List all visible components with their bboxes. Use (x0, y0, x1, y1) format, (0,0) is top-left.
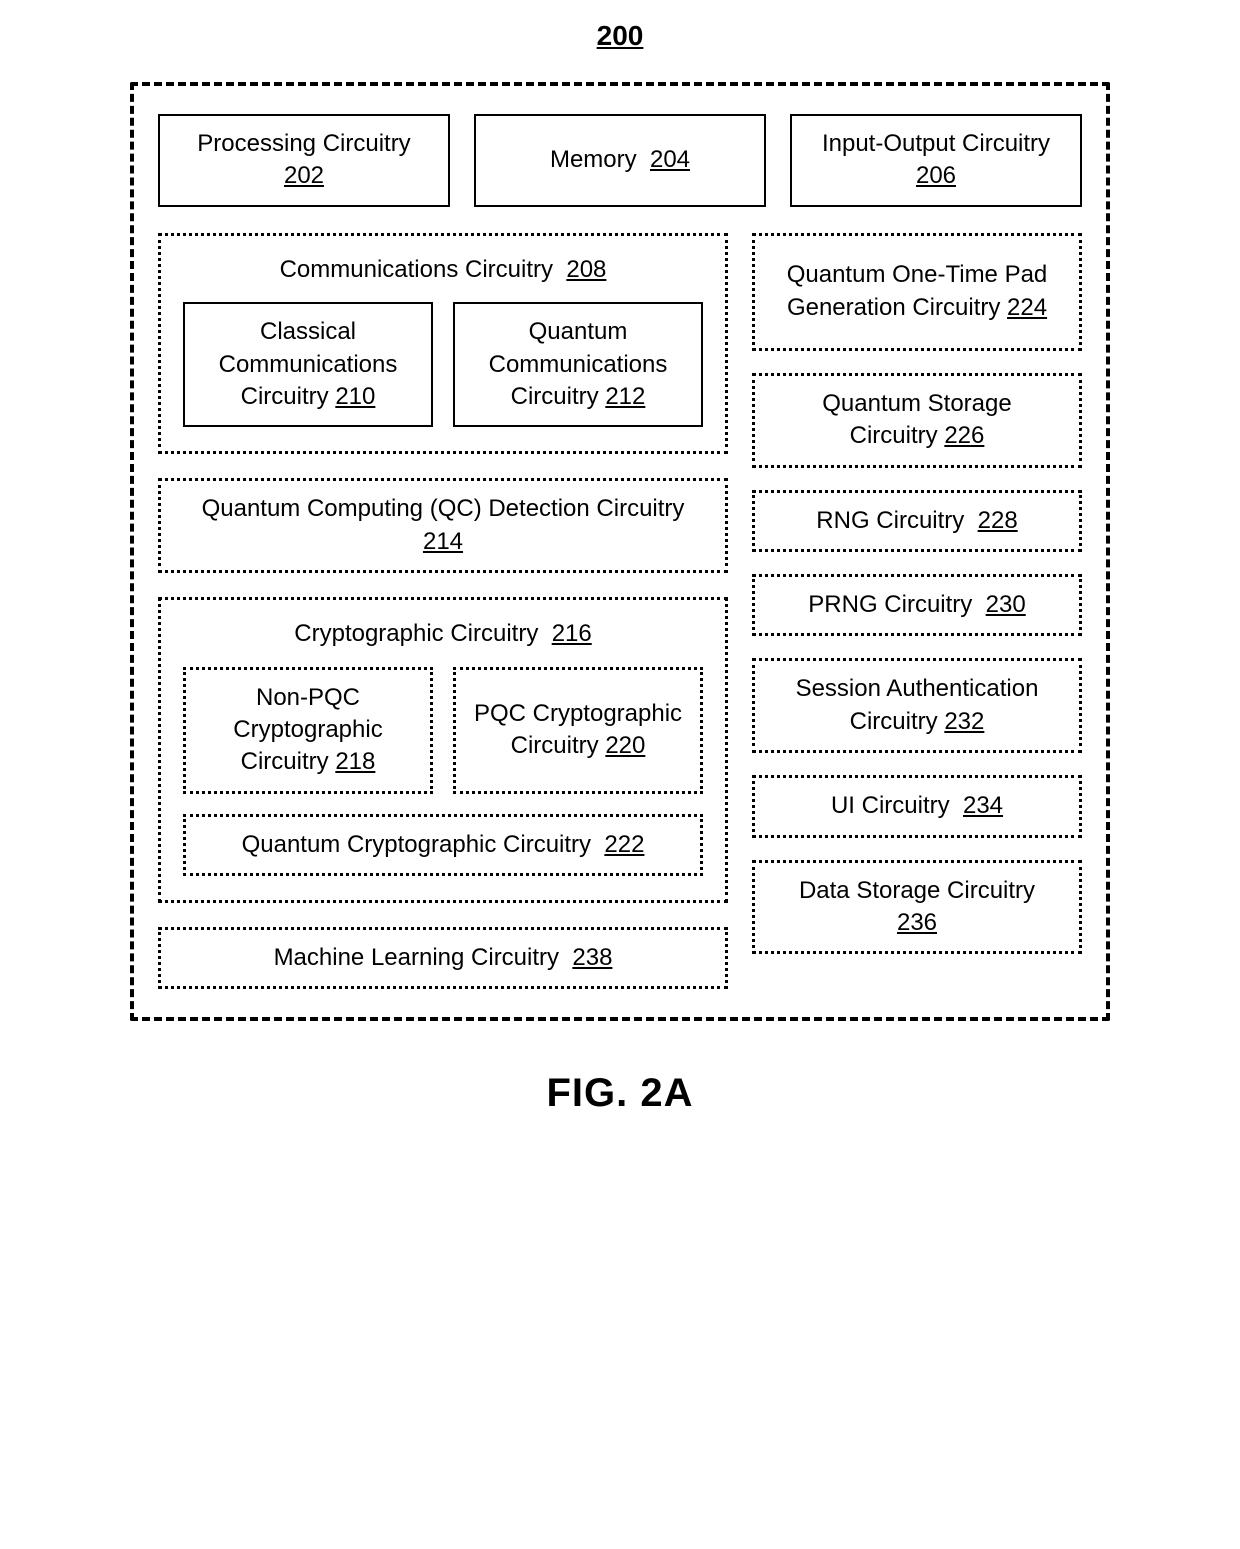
cryptographic-label: Cryptographic Circuitry (294, 620, 538, 647)
qstorage-ref: 226 (944, 422, 984, 449)
cryptographic-group: Cryptographic Circuitry 216 Non-PQC Cryp… (158, 597, 728, 903)
main-columns: Communications Circuitry 208 Classical C… (158, 233, 1082, 990)
io-label: Input-Output Circuitry (806, 128, 1066, 160)
rng-label: RNG Circuitry (816, 507, 964, 534)
classical-comms-ref: 210 (335, 383, 375, 410)
communications-ref: 208 (566, 256, 606, 283)
classical-comms-label: Classical Communications (199, 316, 417, 381)
qc-detection-label: Quantum Computing (QC) Detection Circuit… (175, 493, 711, 525)
ui-circuitry-label: UI Circuitry (831, 792, 950, 819)
qstorage-block: Quantum Storage Circuitry 226 (752, 373, 1082, 468)
data-storage-label: Data Storage Circuitry (769, 875, 1065, 907)
nonpqc-ref-wrap: Circuitry 218 (200, 746, 416, 778)
quantum-crypto-ref: 222 (604, 831, 644, 858)
cryptographic-title: Cryptographic Circuitry 216 (183, 618, 703, 650)
prng-block: PRNG Circuitry 230 (752, 574, 1082, 636)
nonpqc-block: Non-PQC Cryptographic Circuitry 218 (183, 667, 433, 794)
memory-text: Memory 204 (490, 144, 750, 176)
prng-label: PRNG Circuitry (808, 591, 972, 618)
quantum-crypto-label: Quantum Cryptographic Circuitry (242, 831, 591, 858)
quantum-comms-ref: 212 (605, 383, 645, 410)
pqc-ref: 220 (605, 732, 645, 759)
figure-number: 200 (0, 20, 1240, 52)
quantum-comms-label: Quantum Communications (469, 316, 687, 381)
ml-label: Machine Learning Circuitry (274, 944, 559, 971)
communications-inner-row: Classical Communications Circuitry 210 Q… (183, 302, 703, 427)
quantum-crypto-block: Quantum Cryptographic Circuitry 222 (183, 814, 703, 876)
quantum-comms-block: Quantum Communications Circuitry 212 (453, 302, 703, 427)
qstorage-label: Quantum Storage (769, 388, 1065, 420)
rng-ref: 228 (978, 507, 1018, 534)
prng-ref: 230 (986, 591, 1026, 618)
memory-block: Memory 204 (474, 114, 766, 207)
cryptographic-ref: 216 (552, 620, 592, 647)
figure-canvas: 200 Processing Circuitry 202 Memory 204 … (0, 0, 1240, 1156)
communications-group: Communications Circuitry 208 Classical C… (158, 233, 728, 455)
nonpqc-label: Non-PQC Cryptographic (200, 682, 416, 747)
nonpqc-ref: 218 (335, 748, 375, 775)
data-storage-ref: 236 (769, 907, 1065, 939)
ml-text: Machine Learning Circuitry 238 (175, 942, 711, 974)
otp-label: Quantum One-Time Pad (769, 259, 1065, 291)
session-auth-label: Session Authentication (769, 673, 1065, 705)
qc-detection-block: Quantum Computing (QC) Detection Circuit… (158, 478, 728, 573)
classical-comms-block: Classical Communications Circuitry 210 (183, 302, 433, 427)
session-auth-ref: 232 (944, 708, 984, 735)
pqc-label: PQC Cryptographic (470, 698, 686, 730)
otp-block: Quantum One-Time Pad Generation Circuitr… (752, 233, 1082, 351)
otp-ref-wrap: Generation Circuitry 224 (769, 292, 1065, 324)
communications-title: Communications Circuitry 208 (183, 254, 703, 286)
quantum-crypto-text: Quantum Cryptographic Circuitry 222 (200, 829, 686, 861)
pqc-block: PQC Cryptographic Circuitry 220 (453, 667, 703, 794)
system-outline-200: Processing Circuitry 202 Memory 204 Inpu… (130, 82, 1110, 1021)
processing-ref: 202 (174, 160, 434, 192)
right-column: Quantum One-Time Pad Generation Circuitr… (752, 233, 1082, 990)
processing-circuitry-block: Processing Circuitry 202 (158, 114, 450, 207)
communications-label: Communications Circuitry (280, 256, 553, 283)
rng-block: RNG Circuitry 228 (752, 490, 1082, 552)
qstorage-ref-wrap: Circuitry 226 (769, 420, 1065, 452)
memory-label: Memory (550, 146, 637, 173)
session-auth-block: Session Authentication Circuitry 232 (752, 658, 1082, 753)
processing-label: Processing Circuitry (174, 128, 434, 160)
figure-caption: FIG. 2A (0, 1071, 1240, 1116)
otp-ref: 224 (1007, 294, 1047, 321)
pqc-ref-wrap: Circuitry 220 (470, 730, 686, 762)
session-auth-ref-wrap: Circuitry 232 (769, 706, 1065, 738)
io-circuitry-block: Input-Output Circuitry 206 (790, 114, 1082, 207)
ui-circuitry-ref: 234 (963, 792, 1003, 819)
data-storage-block: Data Storage Circuitry 236 (752, 860, 1082, 955)
crypto-inner-row: Non-PQC Cryptographic Circuitry 218 PQC … (183, 667, 703, 794)
prng-text: PRNG Circuitry 230 (769, 589, 1065, 621)
ml-block: Machine Learning Circuitry 238 (158, 927, 728, 989)
top-row: Processing Circuitry 202 Memory 204 Inpu… (158, 114, 1082, 207)
io-ref: 206 (806, 160, 1066, 192)
classical-comms-ref-wrap: Circuitry 210 (199, 381, 417, 413)
memory-ref: 204 (650, 146, 690, 173)
ui-circuitry-text: UI Circuitry 234 (769, 790, 1065, 822)
qc-detection-ref: 214 (175, 526, 711, 558)
ui-circuitry-block: UI Circuitry 234 (752, 775, 1082, 837)
rng-text: RNG Circuitry 228 (769, 505, 1065, 537)
quantum-comms-ref-wrap: Circuitry 212 (469, 381, 687, 413)
left-column: Communications Circuitry 208 Classical C… (158, 233, 728, 990)
ml-ref: 238 (572, 944, 612, 971)
